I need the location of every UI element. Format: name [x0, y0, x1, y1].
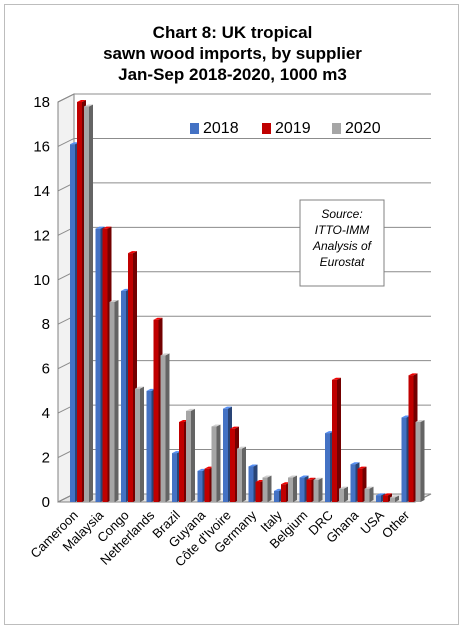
y-axis-ticks: 0 2 4 6 8 10 12 14 16 18: [33, 94, 50, 511]
gridline: [57, 93, 431, 103]
x-axis-categories: CameroonMalaysiaCongoNetherlandsBrazilGu…: [27, 507, 413, 569]
chart-title-line-3: Jan-Sep 2018-2020, 1000 m3: [118, 65, 347, 84]
y-tick-label: 0: [42, 494, 50, 511]
legend-swatch-2018: [190, 123, 199, 134]
bar-2020-9: [288, 475, 297, 502]
bar-2020-11: [339, 486, 348, 502]
bar-2019-11: [332, 377, 341, 502]
bar-2020-4: [160, 353, 170, 502]
source-line-1: Source:: [321, 207, 362, 221]
y-tick-label: 4: [42, 405, 50, 422]
bar-2020-6: [211, 424, 221, 502]
bar-2020-8: [262, 475, 272, 502]
y-tick-label: 16: [33, 138, 50, 155]
bar-2020-7: [237, 446, 246, 502]
legend: 2018 2019 2020: [190, 120, 381, 137]
legend-swatch-2019: [262, 123, 271, 134]
y-tick-label: 8: [42, 316, 50, 333]
bar-2020-3: [135, 386, 144, 502]
bar-2020-14: [415, 420, 425, 502]
chart-title-line-2: sawn wood imports, by supplier: [103, 44, 362, 63]
legend-label-2019: 2019: [275, 120, 311, 137]
y-tick-label: 2: [42, 450, 50, 467]
bar-2020-5: [186, 408, 195, 502]
bar-2020-1: [84, 104, 93, 502]
gridline: [57, 182, 431, 192]
y-tick-label: 18: [33, 94, 50, 111]
legend-label-2018: 2018: [203, 120, 239, 137]
legend-label-2020: 2020: [345, 120, 381, 137]
source-box: [299, 199, 385, 287]
source-line-3: Analysis of: [312, 239, 373, 253]
bars: [70, 100, 425, 502]
y-tick-label: 14: [33, 183, 50, 200]
bar-2020-13: [390, 495, 399, 502]
y-tick-label: 12: [33, 227, 50, 244]
bar-2020-2: [109, 300, 119, 502]
chart-title-line-1: Chart 8: UK tropical: [152, 23, 313, 42]
bar-2020-12: [364, 486, 374, 502]
source-line-4: Eurostat: [320, 255, 365, 269]
y-tick-label: 10: [33, 272, 50, 289]
source-annotation: Source: ITTO-IMM Analysis of Eurostat: [299, 199, 385, 287]
legend-swatch-2020: [332, 123, 341, 134]
y-tick-label: 6: [42, 361, 50, 378]
x-category-label: Other: [379, 507, 413, 541]
bar-2020-10: [313, 477, 323, 502]
gridline: [57, 137, 431, 147]
source-line-2: ITTO-IMM: [315, 223, 369, 237]
chart-title: Chart 8: UK tropical sawn wood imports, …: [0, 22, 465, 85]
